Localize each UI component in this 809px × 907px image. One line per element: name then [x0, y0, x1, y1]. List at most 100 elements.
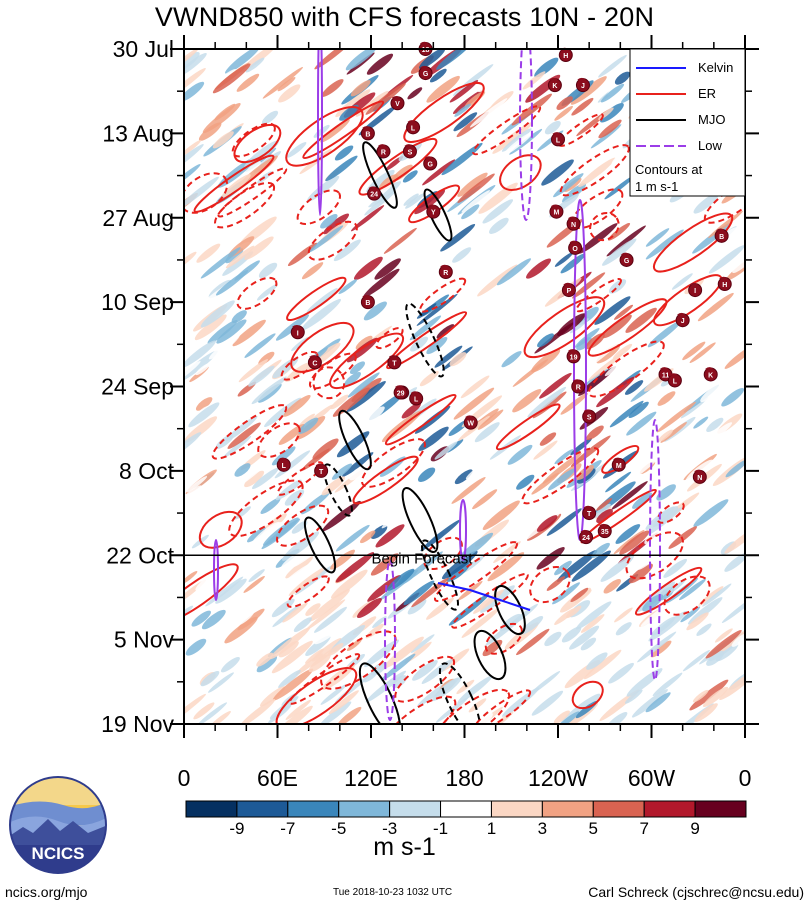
field-cell — [645, 507, 683, 536]
field-cell — [188, 444, 213, 465]
storm-marker-label: 18 — [422, 47, 430, 54]
field-cell — [552, 582, 581, 605]
storm-marker: V — [390, 95, 405, 111]
field-cell — [184, 49, 199, 70]
storm-marker-label: P — [567, 288, 572, 295]
field-cell — [575, 601, 612, 630]
field-cell — [272, 668, 314, 701]
er-contour — [217, 167, 288, 218]
x-tick-label: 120E — [344, 765, 398, 791]
field-cell — [706, 417, 724, 433]
field-cell — [606, 225, 646, 257]
field-cell — [461, 608, 500, 638]
field-cell — [184, 219, 218, 246]
field-cell — [683, 400, 723, 432]
field-cell — [489, 217, 509, 234]
field-cell — [215, 578, 247, 604]
field-cell — [373, 539, 396, 558]
field-cell — [680, 606, 701, 623]
storm-marker-label: G — [423, 71, 429, 78]
field-cell — [571, 272, 606, 299]
field-cell — [522, 71, 546, 90]
field-cell — [602, 314, 632, 339]
field-cell — [259, 686, 286, 707]
field-cell — [264, 397, 302, 428]
field-cell — [660, 422, 687, 443]
field-cell — [694, 703, 718, 722]
field-cell — [301, 448, 330, 471]
field-cell — [282, 531, 320, 561]
field-cell — [692, 689, 709, 703]
colorbar-label: -1 — [433, 819, 448, 838]
field-cell — [337, 706, 362, 724]
field-cell — [336, 431, 370, 458]
field-cell — [614, 607, 633, 623]
storm-marker-label: C — [312, 360, 317, 367]
field-cell — [640, 604, 669, 627]
colorbar-swatch — [338, 800, 391, 818]
field-cell — [301, 262, 324, 280]
er-contour — [384, 393, 457, 446]
field-cell — [697, 292, 734, 322]
field-cell — [460, 375, 490, 399]
er-contour — [571, 680, 604, 710]
field-cell — [236, 73, 260, 92]
field-cell — [539, 372, 572, 399]
field-cell — [527, 386, 567, 418]
field-cell — [501, 351, 522, 368]
field-cell — [615, 622, 632, 636]
field-cell — [202, 374, 222, 391]
field-cell — [547, 468, 576, 491]
storm-marker: B — [360, 126, 375, 141]
field-cell — [608, 662, 634, 684]
field-cell — [231, 310, 247, 324]
field-cell — [541, 159, 574, 186]
storm-marker: 29 — [393, 385, 408, 400]
field-cell — [223, 489, 253, 513]
field-cell — [441, 550, 478, 580]
field-cell — [414, 189, 446, 215]
field-cell — [282, 602, 308, 623]
field-cell — [594, 296, 631, 325]
y-tick-label: 13 Aug — [102, 120, 174, 146]
field-cell — [456, 679, 475, 695]
legend-note: 1 m s-1 — [635, 179, 678, 194]
field-cell — [375, 524, 405, 548]
field-cell — [209, 711, 231, 724]
colorbar-label: -7 — [280, 819, 295, 838]
er-contour — [233, 123, 282, 164]
field-cell — [487, 552, 525, 582]
field-cell — [534, 321, 575, 354]
field-cell — [647, 320, 682, 348]
field-cell — [477, 264, 518, 297]
low-contour — [384, 559, 396, 721]
er-contour — [296, 189, 341, 225]
field-cell — [448, 593, 490, 626]
field-cell — [298, 417, 319, 434]
field-cell — [261, 518, 301, 550]
footer-url[interactable]: ncics.org/mjo — [5, 884, 88, 900]
field-cell — [598, 54, 627, 78]
field-cell — [252, 521, 280, 545]
field-cell — [457, 173, 495, 203]
storm-marker: S — [582, 409, 597, 424]
field-cell — [702, 583, 732, 607]
field-cell — [602, 238, 637, 266]
field-cell — [482, 199, 514, 224]
footer-timestamp: Tue 2018-10-23 1032 UTC — [333, 887, 453, 898]
field-cell — [689, 679, 729, 711]
field-cell — [652, 672, 683, 697]
field-cell — [503, 131, 534, 156]
field-cell — [356, 597, 382, 619]
storm-marker-label: W — [467, 421, 474, 428]
field-cell — [284, 489, 305, 506]
field-cell — [554, 560, 572, 576]
field-cell — [372, 616, 387, 628]
field-cell — [411, 577, 449, 608]
field-cell — [230, 460, 271, 491]
field-cell — [724, 552, 745, 572]
field-cell — [571, 97, 594, 116]
field-cell — [694, 297, 719, 317]
field-cell — [680, 396, 709, 419]
field-cell — [314, 620, 345, 645]
